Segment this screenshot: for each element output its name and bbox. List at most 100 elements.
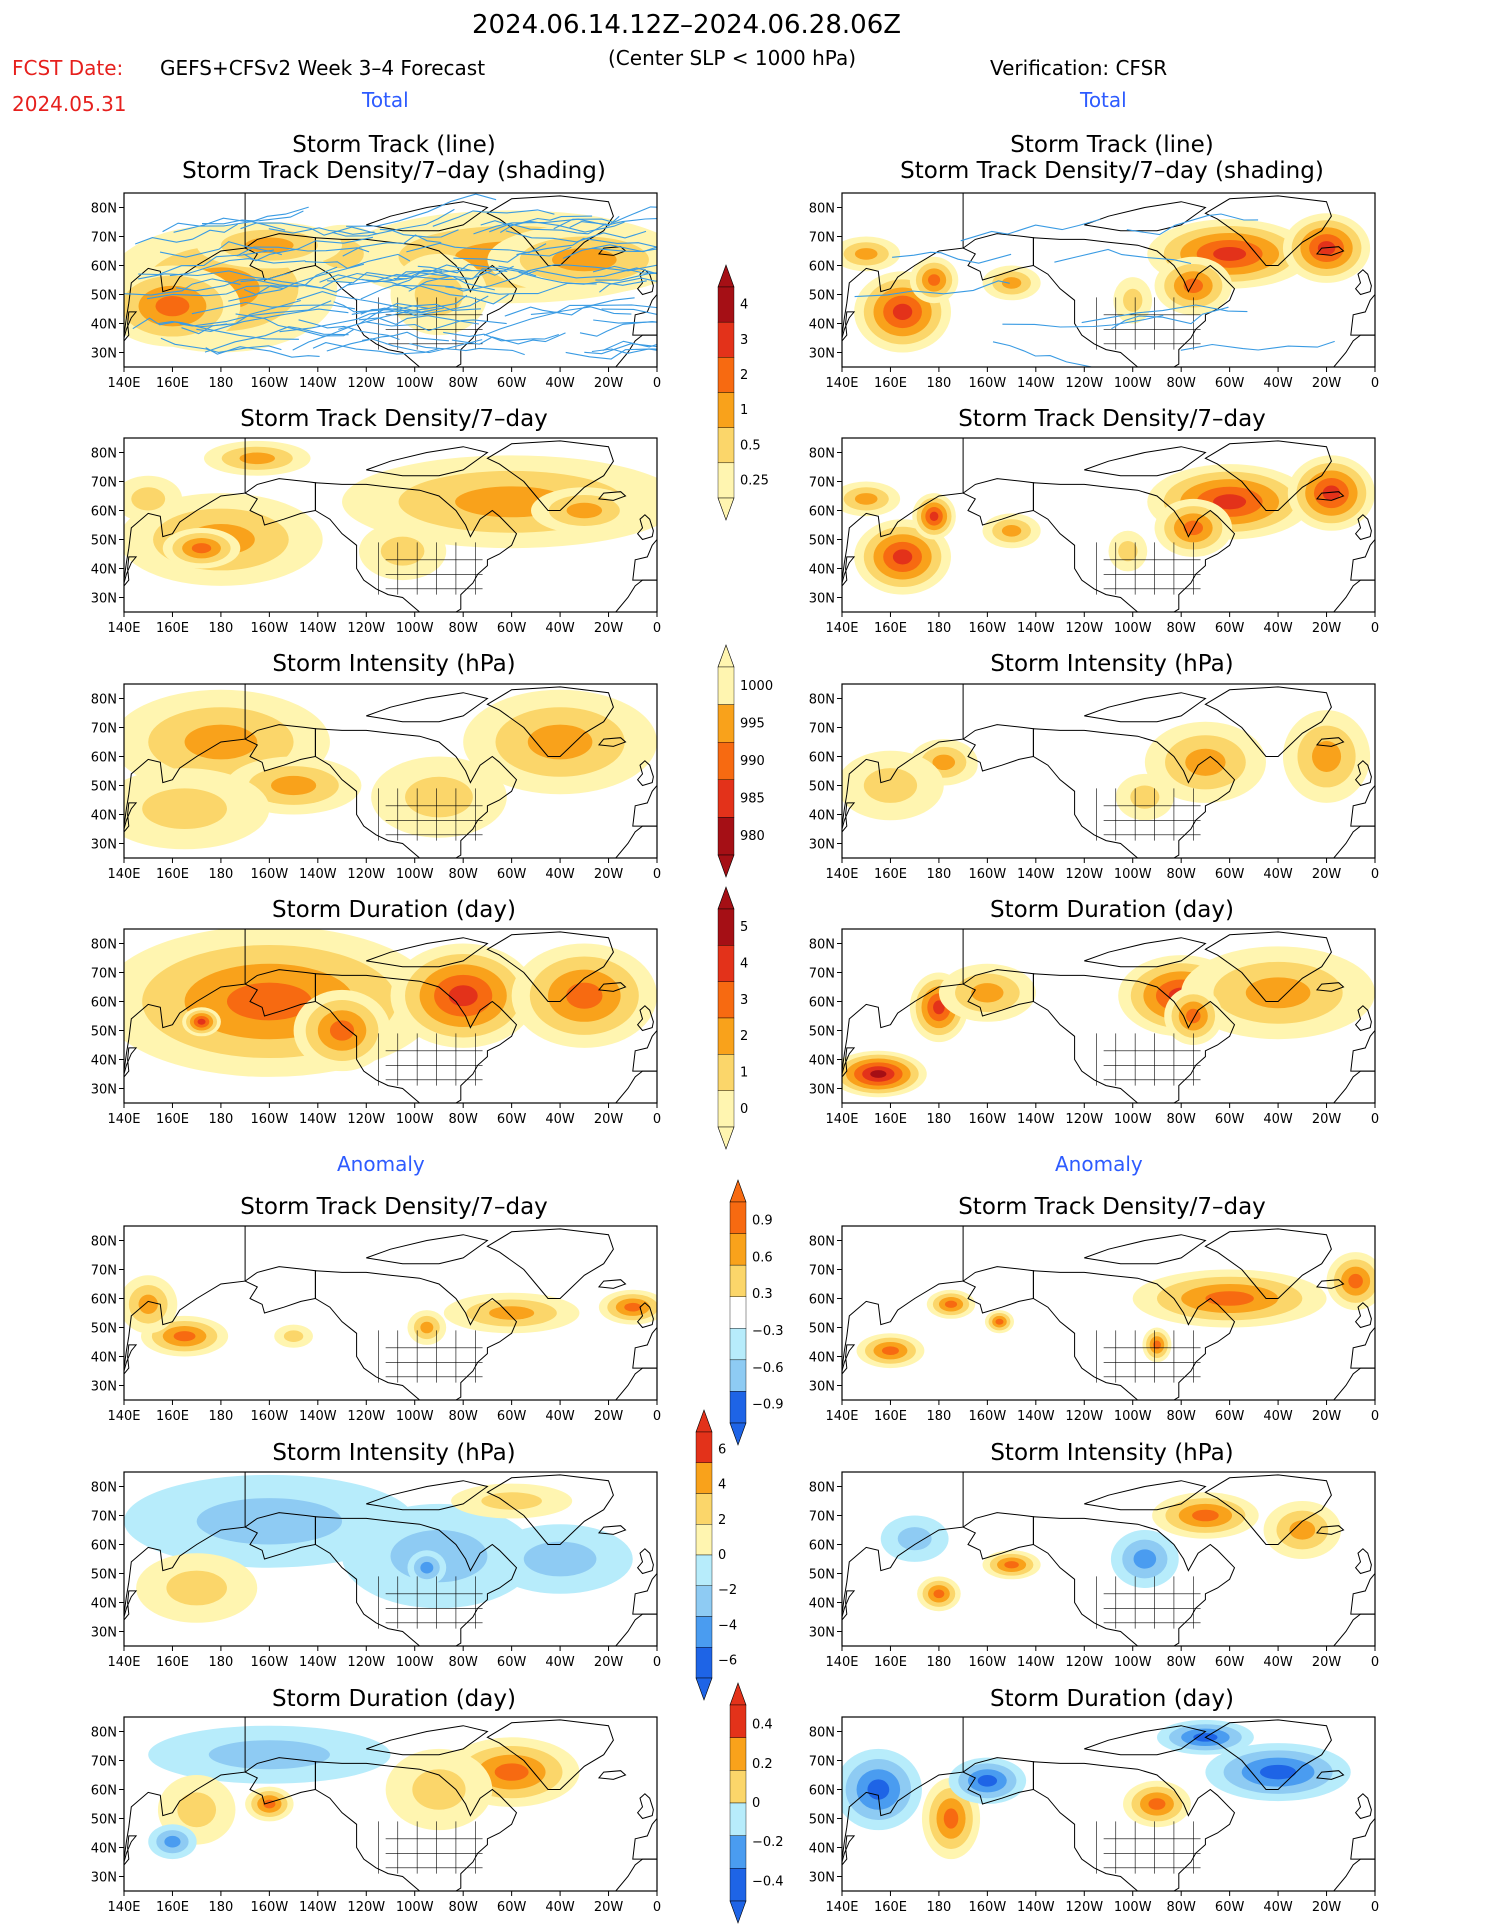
title-density-anom-left: Storm Track Density/7–day xyxy=(240,1194,548,1220)
colorbar-label: 2 xyxy=(740,1029,748,1044)
coastline-greenland xyxy=(1204,1719,1332,1790)
shade-cell xyxy=(1245,977,1311,1009)
lon-tick-label: 0 xyxy=(653,1900,661,1915)
storm-track xyxy=(483,306,632,336)
lat-tick-label: 40N xyxy=(809,1597,835,1612)
lon-tick-label: 140E xyxy=(107,621,140,636)
lat-tick-label: 50N xyxy=(91,1568,117,1583)
coastline-africa xyxy=(615,1858,657,1891)
panel-frame xyxy=(123,683,658,859)
coastline-europe xyxy=(632,1029,657,1072)
storm-track xyxy=(579,320,657,337)
lon-tick-label: 60W xyxy=(497,376,527,391)
shade-cell xyxy=(489,1306,535,1320)
lon-tick-label: 140E xyxy=(107,1112,140,1127)
colorbar-label: 980 xyxy=(740,829,765,844)
coastline-japan xyxy=(124,556,138,587)
lat-tick-label: 70N xyxy=(809,1264,835,1279)
storm-track xyxy=(432,209,555,227)
lon-tick-label: 100W xyxy=(1114,376,1152,391)
coastline-africa xyxy=(1333,825,1375,858)
coastline-arctic xyxy=(1084,446,1207,477)
storm-track xyxy=(504,297,635,317)
lon-tick-label: 140E xyxy=(107,1900,140,1915)
lon-tick-label: 120W xyxy=(347,1112,385,1127)
lat-tick-label: 80N xyxy=(809,1726,835,1741)
coastline-iceland xyxy=(597,982,627,992)
lon-tick-label: 140E xyxy=(825,376,858,391)
shade-cell xyxy=(854,493,878,505)
lon-tick-label: 20W xyxy=(1312,1655,1342,1670)
shade-cell xyxy=(283,1330,304,1342)
shade-cell xyxy=(1289,1520,1316,1540)
title-duration-total-right: Storm Duration (day) xyxy=(990,897,1234,923)
coastline-uk xyxy=(636,514,654,541)
panel-frame xyxy=(841,437,1376,613)
storm-track xyxy=(445,282,597,295)
coastline-greenland xyxy=(486,1228,614,1299)
panel-frame xyxy=(841,1471,1376,1647)
colorbar-label: −2 xyxy=(718,1583,737,1598)
lon-tick-label: 40W xyxy=(1263,376,1293,391)
lon-tick-label: 80W xyxy=(1166,1409,1196,1424)
lon-tick-label: 120W xyxy=(347,867,385,882)
storm-track xyxy=(365,319,507,332)
coastline-japan xyxy=(842,1344,856,1375)
lat-tick-label: 30N xyxy=(91,347,117,362)
storm-track xyxy=(268,227,375,235)
shade-cell xyxy=(226,982,312,1021)
storm-track xyxy=(292,308,429,351)
map-panel: 140E 160E 180 160W 140W 120W 100W 80W 60W 40W 20W 0… xyxy=(91,928,661,1127)
lat-tick-label: 70N xyxy=(91,967,117,982)
shade-cell xyxy=(239,452,276,465)
storm-track xyxy=(599,277,657,293)
lat-tick-label: 50N xyxy=(809,1568,835,1583)
storm-track xyxy=(854,280,1010,298)
storm-track xyxy=(243,236,374,262)
lat-tick-label: 60N xyxy=(809,260,835,275)
shade-cell xyxy=(1213,494,1247,510)
coastline-japan xyxy=(124,1590,138,1621)
verification-label: Verification: CFSR xyxy=(990,56,1168,80)
shade-cell xyxy=(1192,1509,1219,1522)
lon-tick-label: 180 xyxy=(926,867,951,882)
lon-tick-label: 140E xyxy=(825,1112,858,1127)
storm-track xyxy=(451,332,566,345)
coastline-uk xyxy=(1354,1793,1372,1820)
lat-tick-label: 60N xyxy=(91,505,117,520)
colorbar-label: −0.9 xyxy=(752,1398,784,1413)
title-density-anom-right: Storm Track Density/7–day xyxy=(958,1194,1266,1220)
lon-tick-label: 180 xyxy=(208,1900,233,1915)
lon-tick-label: 160W xyxy=(251,1112,289,1127)
storm-track xyxy=(569,218,657,228)
coastline-greenland xyxy=(1204,195,1332,266)
title-intensity-total-left: Storm Intensity (hPa) xyxy=(272,651,516,677)
shade-cell xyxy=(943,1808,959,1829)
storm-track xyxy=(498,264,657,272)
coastline-asia xyxy=(842,1472,964,1615)
storm-track xyxy=(1111,306,1229,330)
lon-tick-label: 140W xyxy=(299,1409,337,1424)
lat-tick-label: 30N xyxy=(809,1626,835,1641)
lon-tick-label: 0 xyxy=(653,1409,661,1424)
title-track-line-right: Storm Track (line) xyxy=(1010,132,1214,158)
lon-tick-label: 160E xyxy=(874,1409,907,1424)
coastline-europe xyxy=(1350,1029,1375,1072)
coastline-uk xyxy=(636,1548,654,1575)
storm-track xyxy=(228,266,338,302)
coastline-iceland xyxy=(1315,1525,1345,1535)
coastline-africa xyxy=(615,825,657,858)
shade-cell xyxy=(166,1570,227,1606)
coastline-alaska xyxy=(962,233,1034,281)
lon-tick-label: 120W xyxy=(347,376,385,391)
lon-tick-label: 60W xyxy=(497,1655,527,1670)
storm-track xyxy=(346,193,497,227)
coastline-africa xyxy=(1333,1367,1375,1400)
lon-tick-label: 20W xyxy=(1312,1409,1342,1424)
lat-tick-label: 80N xyxy=(809,938,835,953)
colorbar-intensity-total: 1000 995 990 985 980 xyxy=(717,644,773,878)
colorbar-label: 0.25 xyxy=(740,473,769,488)
map-panel: 140E 160E 180 160W 140W 120W 100W 80W 60W 40W 20W 0… xyxy=(809,1716,1379,1915)
lat-tick-label: 50N xyxy=(91,780,117,795)
lat-tick-label: 30N xyxy=(91,1083,117,1098)
